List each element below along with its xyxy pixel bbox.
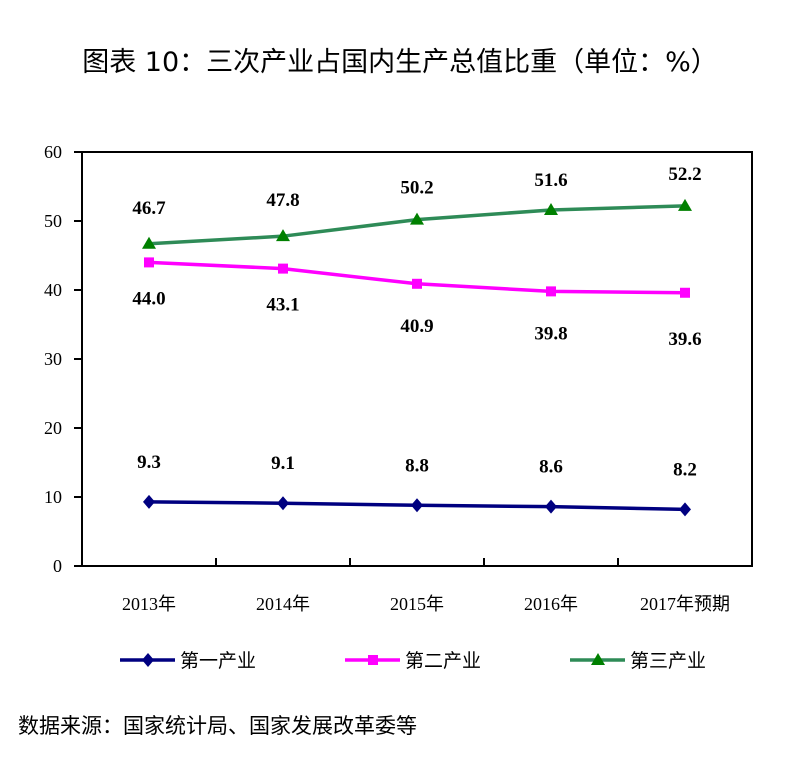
data-point bbox=[544, 202, 558, 215]
data-label: 8.8 bbox=[405, 455, 429, 476]
data-label: 9.3 bbox=[137, 452, 161, 473]
data-point bbox=[278, 263, 288, 274]
data-label: 51.6 bbox=[534, 170, 567, 191]
x-tick-label: 2014年 bbox=[256, 594, 310, 614]
data-label: 47.8 bbox=[266, 190, 299, 211]
data-point bbox=[678, 198, 692, 211]
data-point bbox=[680, 287, 690, 298]
data-point bbox=[411, 498, 423, 513]
data-label: 44.0 bbox=[132, 288, 165, 309]
data-point bbox=[142, 236, 156, 249]
data-label: 40.9 bbox=[400, 316, 433, 337]
y-tick-label: 30 bbox=[44, 349, 62, 369]
x-tick-label: 2016年 bbox=[524, 594, 578, 614]
data-source: 数据来源：国家统计局、国家发展改革委等 bbox=[18, 714, 417, 738]
y-tick-label: 10 bbox=[44, 487, 62, 507]
data-point bbox=[546, 286, 556, 297]
data-point bbox=[143, 494, 155, 509]
x-tick-label: 2015年 bbox=[390, 594, 444, 614]
legend-marker bbox=[591, 653, 605, 665]
legend-label: 第一产业 bbox=[180, 650, 256, 672]
x-tick-label: 2017年预期 bbox=[640, 594, 730, 614]
legend-label: 第三产业 bbox=[630, 650, 706, 672]
legend-marker bbox=[368, 655, 378, 665]
data-point bbox=[277, 496, 289, 511]
data-point bbox=[412, 278, 422, 289]
data-label: 46.7 bbox=[132, 198, 166, 219]
data-point bbox=[144, 257, 154, 268]
x-tick-label: 2013年 bbox=[122, 594, 176, 614]
y-tick-label: 50 bbox=[44, 211, 62, 231]
data-label: 8.6 bbox=[539, 457, 563, 478]
data-label: 39.8 bbox=[534, 323, 567, 344]
data-label: 50.2 bbox=[400, 178, 433, 199]
legend-marker bbox=[142, 653, 154, 667]
data-point bbox=[545, 499, 557, 514]
data-label: 9.1 bbox=[271, 453, 295, 474]
y-tick-label: 40 bbox=[44, 280, 62, 300]
data-label: 8.2 bbox=[673, 459, 697, 480]
y-tick-label: 60 bbox=[44, 142, 62, 162]
data-label: 43.1 bbox=[266, 295, 299, 316]
data-label: 52.2 bbox=[668, 164, 701, 185]
y-tick-label: 0 bbox=[53, 556, 62, 576]
data-label: 39.6 bbox=[668, 329, 701, 350]
data-point bbox=[410, 212, 424, 225]
data-point bbox=[276, 229, 290, 242]
legend-label: 第二产业 bbox=[405, 650, 481, 672]
y-tick-label: 20 bbox=[44, 418, 62, 438]
series-line-3 bbox=[148, 204, 686, 246]
data-point bbox=[679, 502, 691, 517]
chart-title: 图表 10：三次产业占国内生产总值比重（单位：%） bbox=[82, 47, 718, 78]
